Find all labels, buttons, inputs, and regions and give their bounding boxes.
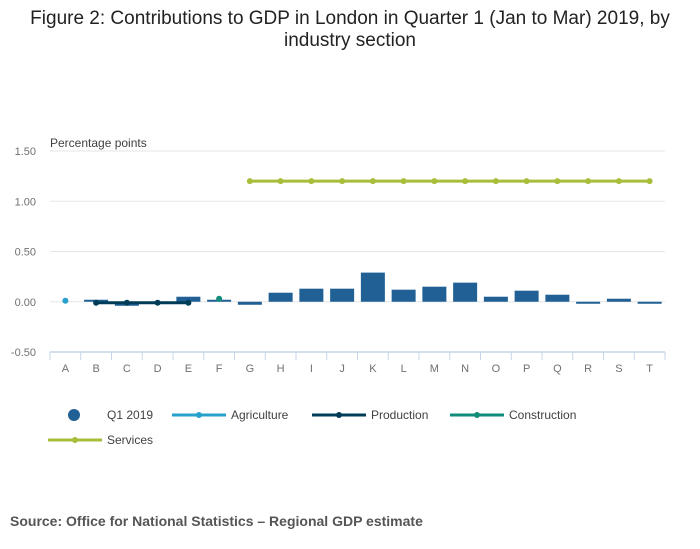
x-tick-label: M — [430, 363, 439, 375]
point-services — [462, 178, 469, 185]
chart-title: Figure 2: Contributions to GDP in London… — [30, 8, 670, 51]
point-services — [554, 178, 561, 185]
point-services — [339, 178, 346, 185]
y-tick-label: 0.00 — [15, 297, 36, 309]
x-tick-label: Q — [553, 363, 562, 375]
bar-S — [606, 298, 631, 302]
x-tick-label: I — [310, 363, 313, 375]
x-tick-label: P — [523, 363, 530, 375]
bar-I — [299, 288, 324, 302]
y-tick-label: 0.50 — [15, 247, 36, 259]
source-note: Source: Office for National Statistics –… — [10, 513, 423, 529]
point-services — [277, 178, 284, 185]
point-construction — [216, 295, 223, 302]
x-tick-label: F — [216, 363, 223, 375]
point-services — [400, 178, 407, 185]
point-services — [585, 178, 592, 185]
legend-marker-point — [336, 412, 342, 418]
point-services — [615, 178, 622, 185]
bar-J — [330, 288, 355, 302]
x-tick-label: O — [492, 363, 501, 375]
x-tick-label: T — [646, 363, 653, 375]
bar-R — [576, 301, 601, 304]
bar-K — [360, 272, 385, 302]
point-production — [123, 299, 130, 306]
point-production — [93, 299, 100, 306]
bar-H — [268, 292, 293, 302]
bar-G — [237, 301, 262, 305]
bar-M — [422, 286, 447, 302]
point-services — [492, 178, 499, 185]
x-tick-label: N — [461, 363, 469, 375]
legend-marker-bar — [68, 409, 80, 421]
legend-marker-point — [474, 412, 480, 418]
x-tick-label: K — [369, 363, 377, 375]
x-tick-label: A — [62, 363, 70, 375]
x-tick-label: R — [584, 363, 592, 375]
legend-marker-point — [72, 437, 78, 443]
point-production — [154, 299, 161, 306]
point-services — [369, 178, 376, 185]
x-tick-label: C — [123, 363, 131, 375]
bar-T — [637, 301, 662, 304]
legend-label: Construction — [509, 408, 576, 422]
bar-O — [483, 296, 508, 302]
legend-label: Q1 2019 — [107, 408, 153, 422]
point-services — [523, 178, 530, 185]
x-tick-label: H — [277, 363, 285, 375]
point-production — [185, 299, 192, 306]
legend-label: Services — [107, 433, 153, 447]
point-services — [246, 178, 253, 185]
y-tick-label: 1.50 — [15, 146, 36, 158]
bar-L — [391, 289, 416, 302]
point-services — [431, 178, 438, 185]
legend-label: Agriculture — [231, 408, 289, 422]
point-agriculture — [62, 297, 69, 304]
x-tick-label: J — [339, 363, 345, 375]
x-tick-label: S — [615, 363, 622, 375]
bar-E — [176, 296, 201, 302]
legend-marker-point — [196, 412, 202, 418]
x-tick-label: L — [401, 363, 407, 375]
bar-N — [453, 282, 478, 302]
x-tick-label: G — [246, 363, 255, 375]
y-tick-label: 1.00 — [15, 196, 36, 208]
x-tick-label: B — [92, 363, 99, 375]
y-tick-label: -0.50 — [11, 347, 36, 359]
point-services — [646, 178, 653, 185]
point-services — [308, 178, 315, 185]
x-tick-label: D — [154, 363, 162, 375]
legend-label: Production — [371, 408, 428, 422]
x-tick-label: E — [185, 363, 192, 375]
y-axis-label: Percentage points — [50, 136, 147, 150]
bar-P — [514, 290, 539, 302]
bar-Q — [545, 294, 570, 302]
